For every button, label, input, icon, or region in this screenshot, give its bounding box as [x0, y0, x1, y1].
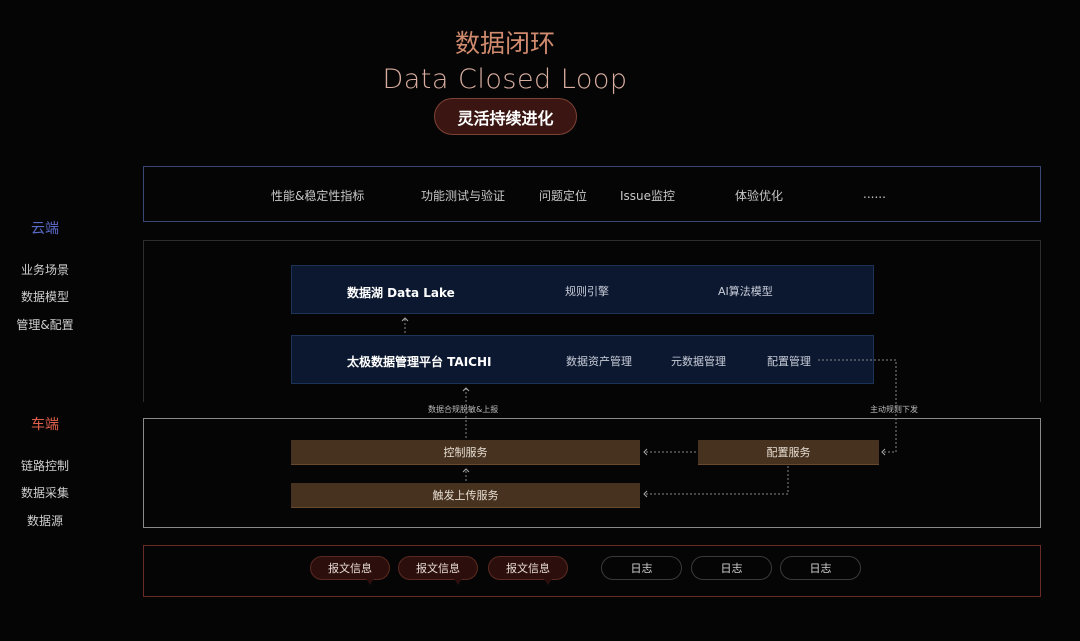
side-item: 业务场景 [20, 263, 69, 277]
arrow-config-to-trigger [644, 466, 789, 495]
side-item: 数据源 [26, 514, 63, 528]
message-bubble: 报文信息 [398, 556, 478, 585]
data-source-box [143, 545, 1041, 597]
trigger-upload-service: 触发上传服务 [291, 483, 640, 508]
datalake-title: 数据湖 Data Lake [347, 286, 455, 300]
business-box [143, 166, 1041, 222]
taichi-item: 元数据管理 [671, 355, 726, 368]
datalake-item: AI算法模型 [718, 285, 773, 298]
side-item: 数据模型 [20, 290, 69, 304]
message-bubble: 报文信息 [488, 556, 568, 585]
arrow-taichi-to-config [818, 359, 897, 453]
config-service: 配置服务 [698, 440, 879, 465]
bubble-tail-icon [366, 579, 374, 585]
business-item: 问题定位 [539, 189, 588, 203]
vehicle-label: 车端 [31, 417, 59, 433]
title-cn: 数据闭环 [454, 29, 555, 58]
cloud-label: 云端 [31, 221, 59, 237]
datalake-box [291, 265, 874, 314]
business-item: Issue监控 [620, 189, 676, 203]
message-label: 报文信息 [506, 562, 550, 575]
log-pill: 日志 [691, 556, 772, 580]
business-item: 功能测试与验证 [421, 189, 506, 203]
upload-link-label: 数据合规脱敏&上报 [428, 405, 499, 414]
bubble-tail-icon [454, 579, 462, 585]
business-item: ...... [863, 187, 886, 201]
message-label: 报文信息 [328, 562, 372, 575]
log-pill: 日志 [780, 556, 861, 580]
taichi-box [291, 335, 874, 384]
dispatch-link-label: 主动规则下发 [870, 405, 918, 414]
control-service: 控制服务 [291, 440, 640, 465]
business-item: 体验优化 [735, 189, 784, 203]
datalake-item: 规则引擎 [565, 285, 609, 298]
message-label: 报文信息 [416, 562, 460, 575]
taichi-item: 数据资产管理 [566, 355, 632, 368]
title-en: Data Closed Loop [382, 64, 628, 95]
business-item: 性能&稳定性指标 [271, 189, 365, 203]
message-bubble: 报文信息 [310, 556, 390, 585]
side-item: 链路控制 [20, 459, 69, 473]
cloud-box [143, 240, 1041, 402]
side-item: 管理&配置 [16, 318, 74, 332]
taichi-title: 太极数据管理平台 TAICHI [347, 355, 492, 369]
taichi-item: 配置管理 [767, 355, 811, 368]
vehicle-box [143, 418, 1041, 528]
bubble-tail-icon [544, 579, 552, 585]
side-item: 数据采集 [20, 486, 69, 500]
tagline-pill: 灵活持续进化 [434, 98, 577, 135]
log-pill: 日志 [601, 556, 682, 580]
